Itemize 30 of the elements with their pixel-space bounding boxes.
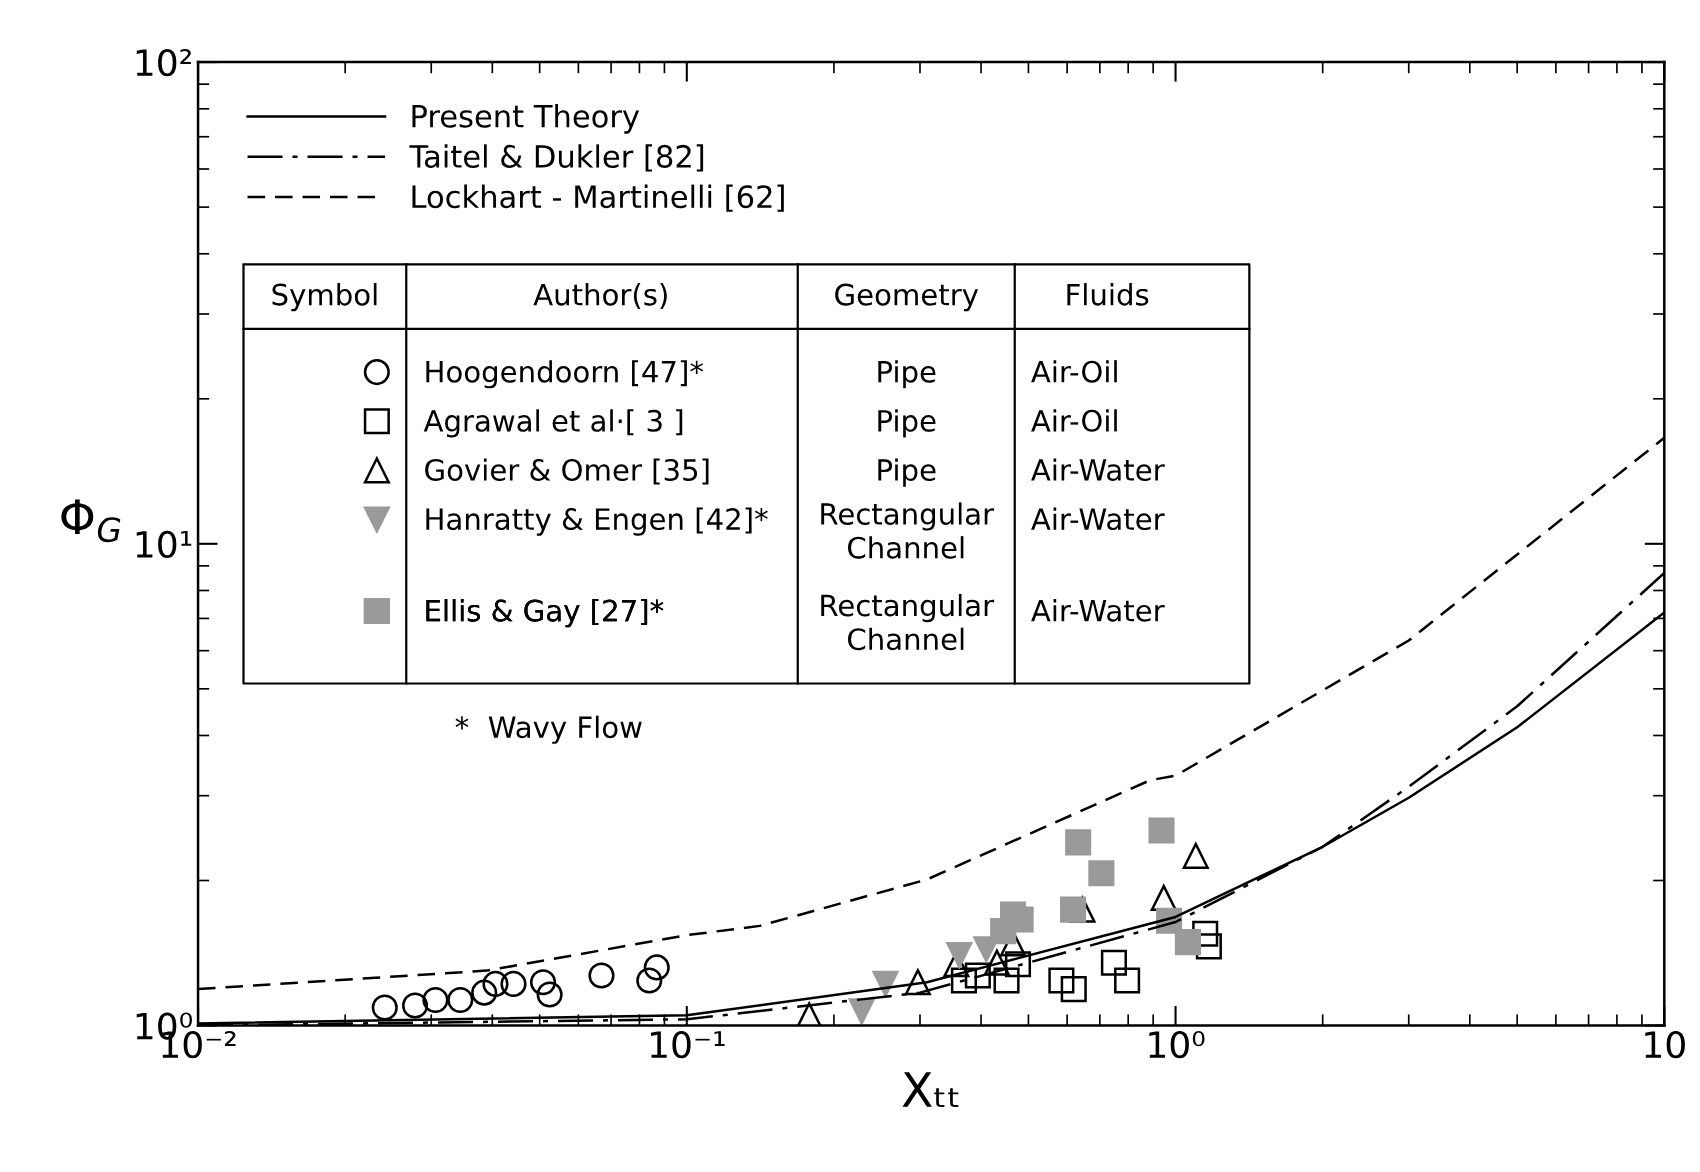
y-tick-label: 10² xyxy=(136,49,191,77)
legend-label: Hanratty & Engen [42]* xyxy=(426,507,768,536)
annotation: Geometry xyxy=(835,283,979,312)
annotation: Symbol xyxy=(272,283,377,312)
x-tick-label: 10⁻¹ xyxy=(651,1031,725,1059)
y-tick-label: 10¹ xyxy=(136,530,192,559)
annotation: * Wavy Flow xyxy=(455,715,642,744)
annotation: Rectangular Channel xyxy=(821,593,995,651)
legend-label: Ellis & Gay [27]* xyxy=(426,599,664,628)
legend-label: Present Theory xyxy=(412,104,640,134)
annotation: Fluids xyxy=(1067,283,1149,306)
legend-label: Taitel & Dukler [82] xyxy=(409,144,704,172)
x-tick-label: 10⁰ xyxy=(1149,1031,1205,1059)
legend-label: Govier & Omer [35] xyxy=(425,458,709,485)
annotation: Pipe xyxy=(878,360,936,389)
legend-label: Hoogendoorn [47]* xyxy=(426,360,704,389)
annotation: Air-Water xyxy=(1031,507,1165,531)
annotation: Air-Oil xyxy=(1031,360,1117,383)
annotation: Rectangular Channel xyxy=(821,502,995,559)
annotation: Pipe xyxy=(878,409,936,438)
x-tick-label: 10 xyxy=(1645,1031,1685,1059)
annotation: Author(s) xyxy=(533,283,667,310)
annotation: Air-Oil xyxy=(1031,409,1117,432)
annotation: Air-Water xyxy=(1031,458,1165,481)
annotation: Pipe xyxy=(878,458,936,487)
x-axis-title: Xₜₜ xyxy=(902,1072,959,1107)
annotation: Air-Water xyxy=(1031,599,1165,622)
y-axis-title: Φ$_{G}$ xyxy=(61,499,121,543)
legend-label: Lockhart - Martinelli [62] xyxy=(412,184,784,212)
legend-label: Agrawal et al·[ 3 ] xyxy=(423,409,683,438)
